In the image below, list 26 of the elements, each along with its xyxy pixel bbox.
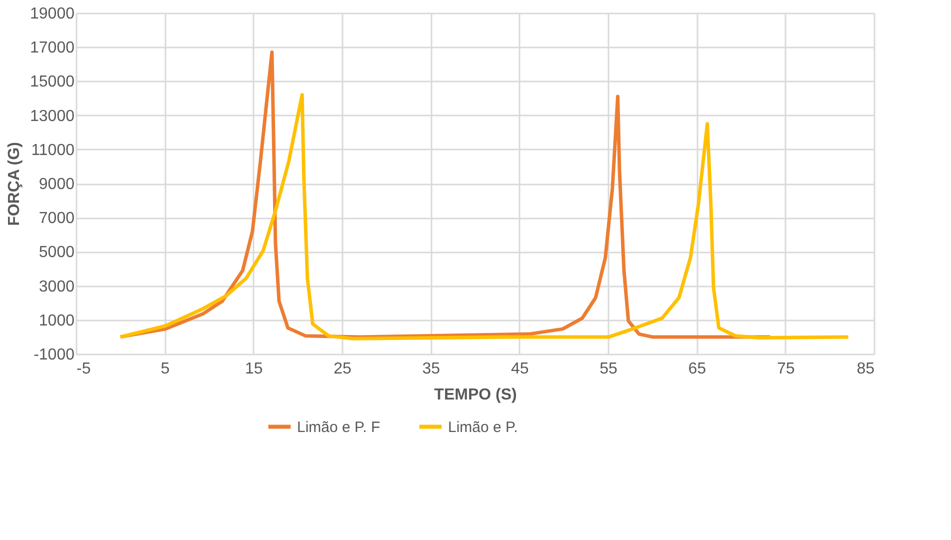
x-tick-label: -5 [76,360,91,378]
y-tick-label: 13000 [30,108,75,125]
y-tick-label: 3000 [38,278,75,296]
y-tick-label: 17000 [30,40,75,57]
x-tick-label: 45 [510,360,529,378]
y-tick-label: -1000 [34,346,75,364]
x-tick-label: 85 [856,360,875,378]
x-tick-label: 65 [688,360,706,378]
y-tick-label: 15000 [30,74,75,91]
y-tick-label: 1000 [38,312,75,330]
x-tick-label: 5 [160,360,170,378]
y-tick-label: 9000 [38,176,75,193]
y-tick-label: 19000 [30,6,75,22]
y-tick-label: 5000 [38,244,75,262]
x-tick-label: 25 [334,360,352,378]
x-axis-title: TEMPO (S) [434,386,517,404]
y-tick-label: 11000 [31,142,75,159]
x-tick-label: 75 [776,360,795,378]
x-tick-label: 35 [422,360,440,378]
x-tick-label: 55 [600,360,618,378]
legend-label: Limão e P. [448,418,518,436]
y-tick-label: 7000 [38,210,75,228]
x-tick-label: 15 [244,360,263,378]
legend-label: Limão e P. F [297,418,380,436]
line-series [118,93,850,340]
y-axis-title: FORÇA (G) [6,142,24,226]
